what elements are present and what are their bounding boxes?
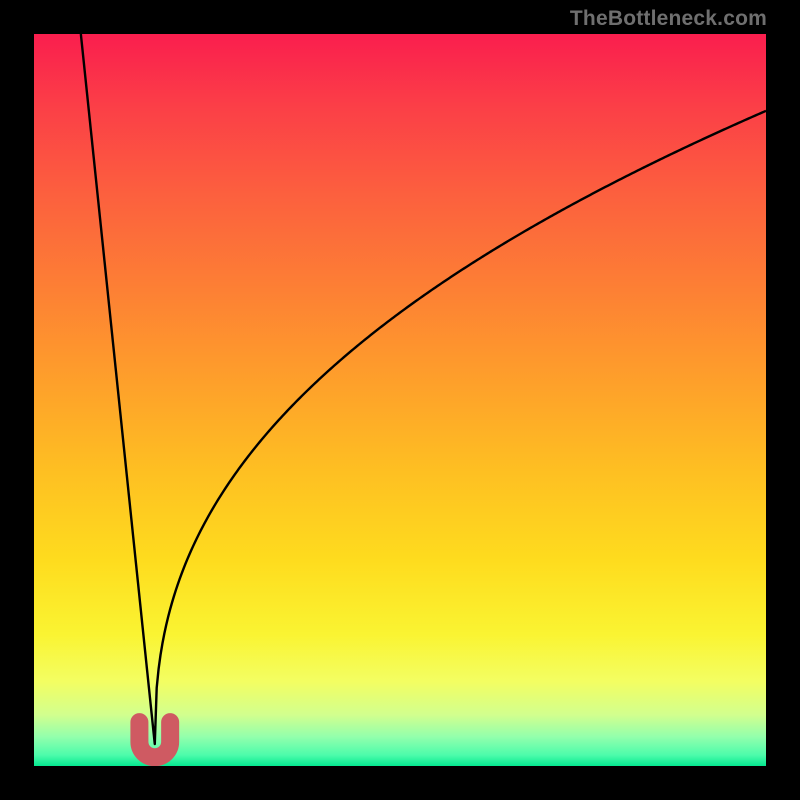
plot-gradient-background xyxy=(34,34,766,766)
bottleneck-chart xyxy=(0,0,800,800)
chart-container: TheBottleneck.com xyxy=(0,0,800,800)
watermark-text: TheBottleneck.com xyxy=(570,7,767,31)
